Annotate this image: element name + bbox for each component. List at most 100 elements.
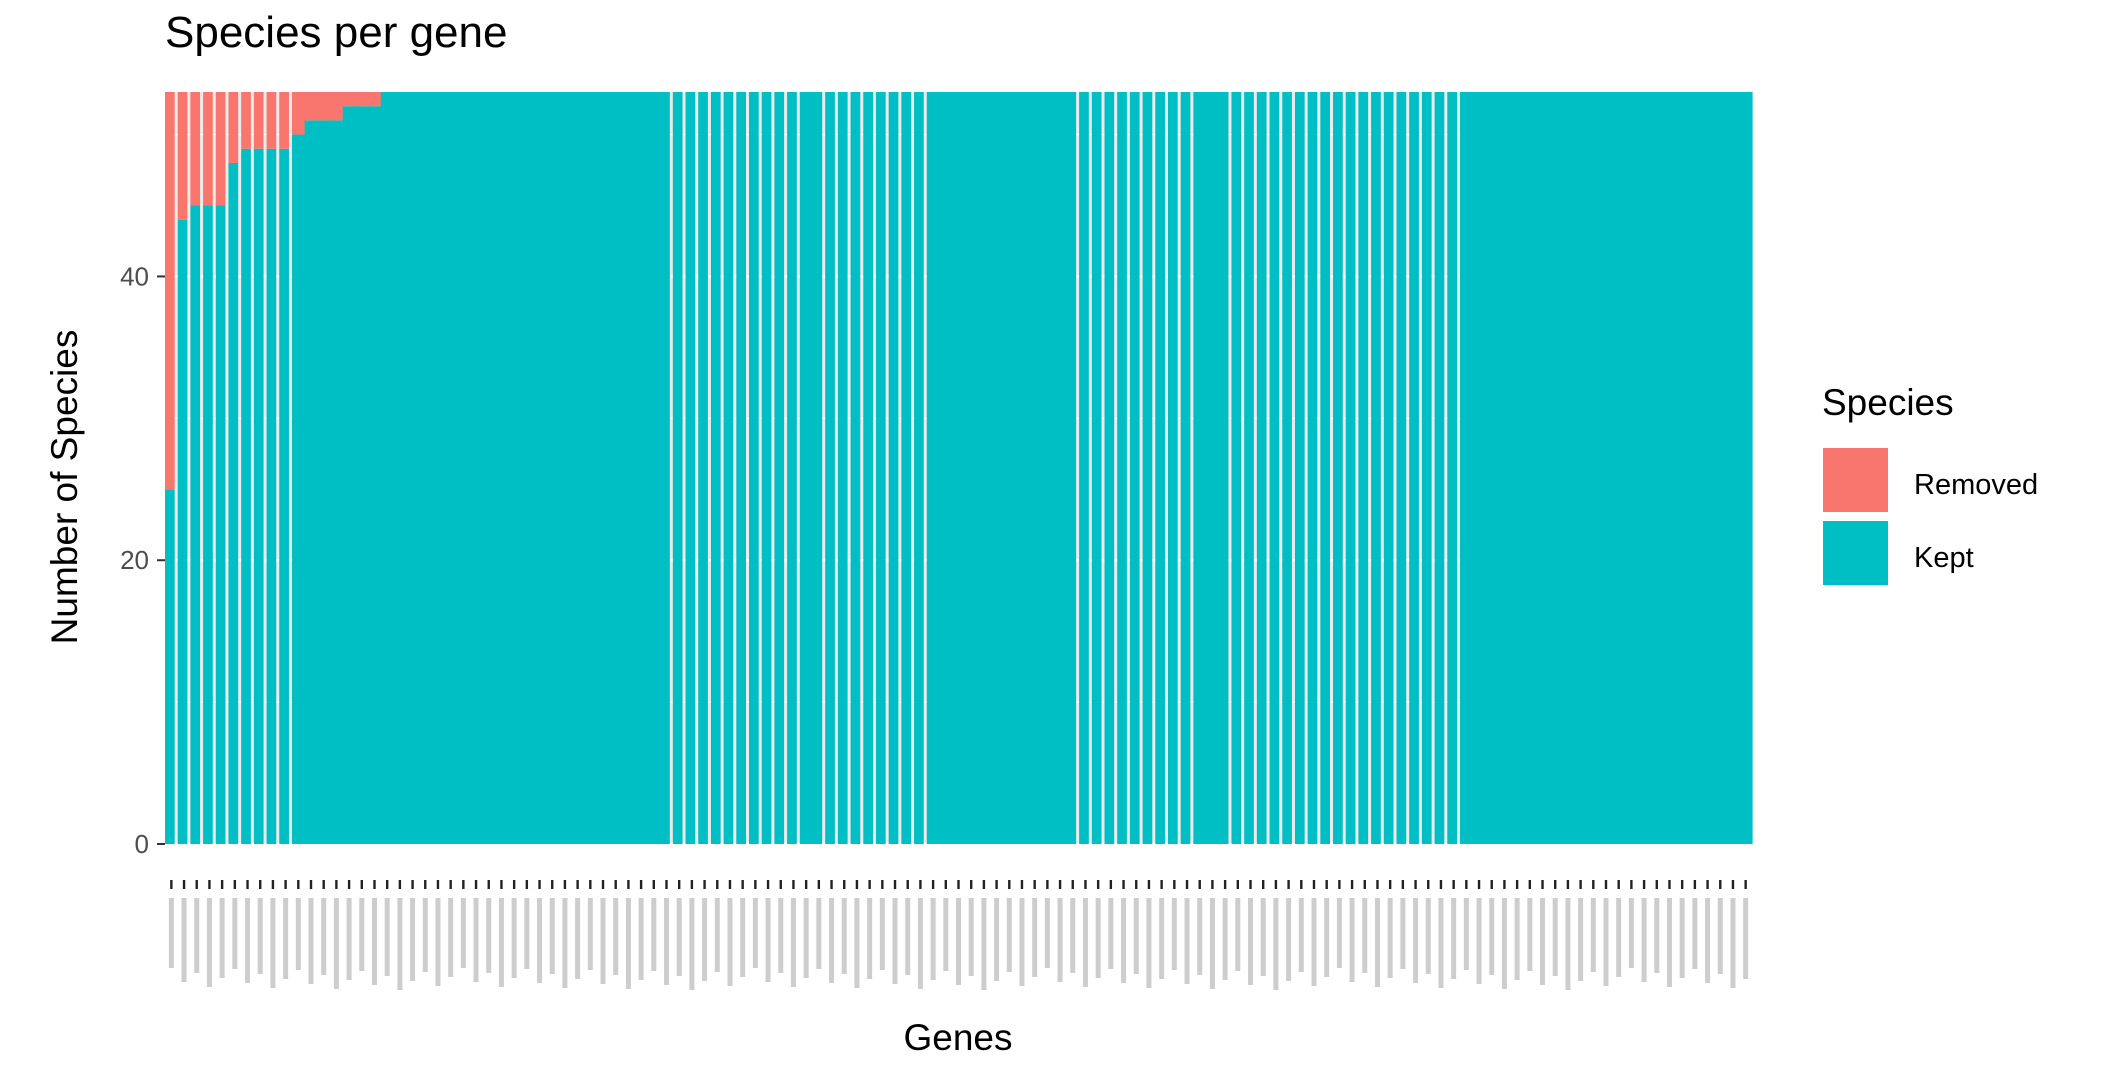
- x-tick-label-illegible: [1070, 898, 1076, 973]
- x-tick-label-illegible: [905, 898, 911, 975]
- x-tick-label-illegible: [676, 898, 682, 976]
- bar-kept-123: [1713, 92, 1728, 844]
- x-tick-label-illegible: [613, 898, 619, 975]
- bar-kept-87: [1256, 92, 1267, 844]
- y-tick-label: 40: [120, 261, 149, 291]
- x-tick-label-illegible: [702, 898, 708, 981]
- x-tick-label-illegible: [790, 898, 796, 987]
- bar-kept-45: [723, 92, 734, 844]
- bar-kept-59: [901, 92, 912, 844]
- x-tick-label-illegible: [384, 898, 390, 976]
- x-tick-label-illegible: [295, 898, 301, 970]
- bar-kept-122: [1701, 92, 1715, 844]
- x-tick-label-illegible: [651, 898, 657, 971]
- bar-kept-25: [469, 92, 483, 844]
- x-tick-label-illegible: [968, 898, 974, 976]
- x-tick-label-illegible: [1248, 898, 1254, 985]
- bar-kept-81: [1180, 92, 1191, 844]
- x-tick-label-illegible: [1641, 898, 1647, 982]
- x-tick-label-illegible: [181, 898, 187, 982]
- bar-kept-27: [495, 92, 509, 844]
- x-tick-label-illegible: [1044, 898, 1050, 968]
- bar-kept-71: [1053, 92, 1068, 844]
- x-tick-label-illegible: [1298, 898, 1304, 972]
- x-tick-label-illegible: [1400, 898, 1406, 969]
- bar-kept-33: [571, 92, 585, 844]
- x-tick-label-illegible: [1095, 898, 1101, 978]
- x-tick-label-illegible: [803, 898, 809, 978]
- x-tick-label-illegible: [1374, 898, 1380, 987]
- bar-kept-31: [545, 92, 560, 844]
- x-tick-label-illegible: [752, 898, 758, 968]
- x-tick-label-illegible: [473, 898, 479, 982]
- bar-kept-20: [406, 92, 420, 844]
- bar-removed-5: [215, 92, 226, 206]
- x-tick-label-illegible: [600, 898, 606, 984]
- bar-kept-100: [1421, 92, 1432, 844]
- bar-kept-84: [1218, 92, 1229, 844]
- x-tick-label-illegible: [511, 898, 517, 978]
- x-tick-label-illegible: [1006, 898, 1012, 972]
- bar-removed-9: [266, 92, 277, 149]
- bar-kept-72: [1066, 92, 1077, 844]
- x-tick-label-illegible: [1603, 898, 1609, 986]
- x-tick-label-illegible: [1387, 898, 1393, 978]
- x-tick-label-illegible: [333, 898, 339, 989]
- x-tick-label-illegible: [1133, 898, 1139, 974]
- bar-kept-63: [952, 92, 966, 844]
- x-tick-label-illegible: [1146, 898, 1152, 988]
- bar-kept-79: [1155, 92, 1165, 844]
- x-tick-label-illegible: [1463, 898, 1469, 970]
- x-tick-label-illegible: [1336, 898, 1342, 968]
- bar-kept-48: [761, 92, 772, 844]
- bar-kept-55: [850, 92, 861, 844]
- bar-kept-39: [647, 92, 661, 844]
- x-axis-title: Genes: [903, 1017, 1012, 1058]
- bar-kept-119: [1663, 92, 1677, 844]
- bar-kept-2: [177, 219, 188, 844]
- bar-kept-57: [875, 92, 886, 844]
- x-tick-label-illegible: [994, 898, 1000, 981]
- bar-kept-109: [1536, 92, 1550, 844]
- x-tick-label-illegible: [1222, 898, 1228, 980]
- x-tick-label-illegible: [397, 898, 403, 990]
- x-tick-label-illegible: [1501, 898, 1507, 989]
- x-tick-label-illegible: [575, 898, 581, 979]
- x-tick-label-illegible: [168, 898, 174, 968]
- bar-removed-4: [203, 92, 213, 206]
- x-tick-label-illegible: [867, 898, 873, 979]
- bar-kept-74: [1091, 92, 1102, 844]
- x-tick-label-illegible: [1565, 898, 1571, 990]
- bar-kept-43: [698, 92, 708, 844]
- bar-kept-125: [1739, 92, 1753, 844]
- x-tick-label-illegible: [1590, 898, 1596, 972]
- bar-kept-6: [228, 162, 239, 845]
- bar-kept-61: [926, 92, 941, 844]
- x-tick-label-illegible: [1540, 898, 1546, 985]
- bar-kept-13: [317, 120, 331, 844]
- bar-kept-52: [812, 92, 823, 844]
- x-tick-label-illegible: [1184, 898, 1190, 984]
- x-tick-label-illegible: [1451, 898, 1457, 979]
- bar-kept-8: [253, 148, 264, 845]
- x-tick-label-illegible: [1209, 898, 1215, 989]
- bar-removed-10: [279, 92, 289, 149]
- bar-kept-78: [1142, 92, 1153, 844]
- x-tick-label-illegible: [460, 898, 466, 968]
- x-tick-label-illegible: [625, 898, 631, 989]
- bar-kept-99: [1409, 92, 1419, 844]
- bar-kept-103: [1459, 92, 1474, 844]
- x-tick-label-illegible: [1705, 898, 1711, 983]
- x-tick-label-illegible: [1082, 898, 1088, 987]
- x-tick-label-illegible: [1273, 898, 1279, 990]
- bar-kept-34: [583, 92, 598, 844]
- x-tick-label-illegible: [1679, 898, 1685, 978]
- bar-kept-115: [1612, 92, 1626, 844]
- bar-kept-105: [1485, 92, 1499, 844]
- bar-kept-9: [266, 148, 277, 845]
- y-axis-title: Number of Species: [44, 330, 85, 645]
- x-tick-label-illegible: [1362, 898, 1368, 973]
- bar-kept-120: [1675, 92, 1690, 844]
- bar-kept-69: [1028, 92, 1042, 844]
- x-tick-label-illegible: [1476, 898, 1482, 984]
